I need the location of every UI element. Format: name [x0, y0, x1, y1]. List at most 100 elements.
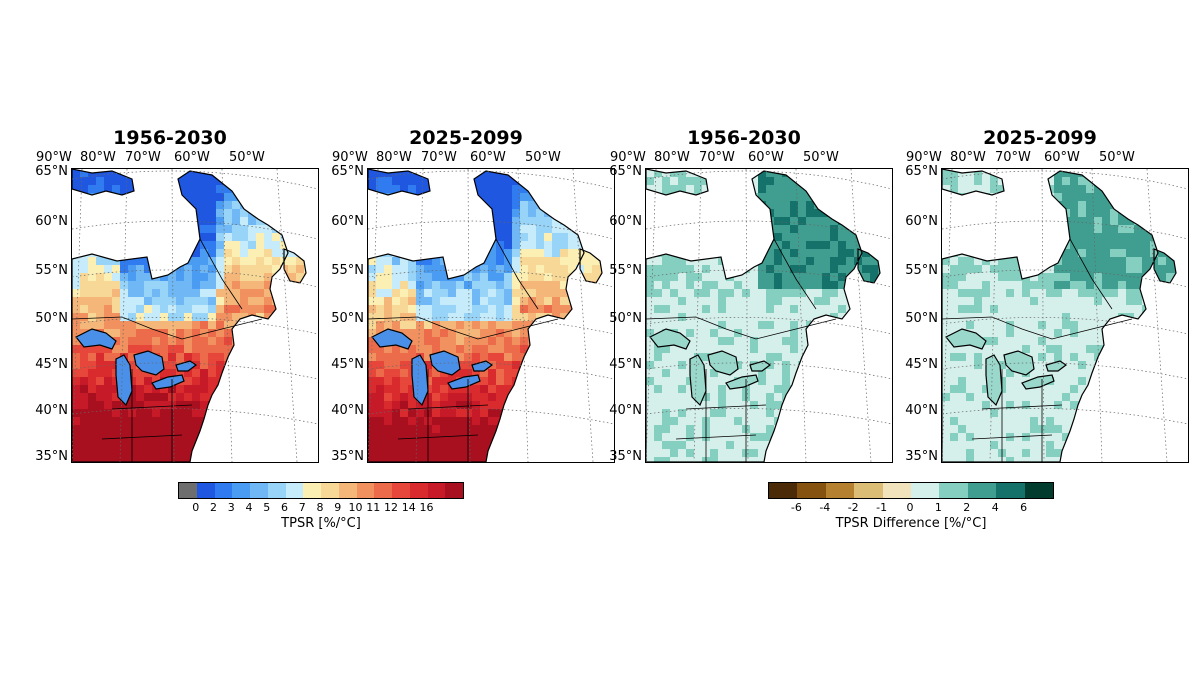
data-cell	[854, 425, 862, 433]
data-cell	[256, 441, 264, 449]
data-cell	[248, 377, 256, 385]
data-cell	[1086, 297, 1094, 305]
data-cell	[878, 313, 880, 321]
data-cell	[296, 217, 304, 225]
data-cell	[480, 337, 488, 345]
data-cell	[774, 289, 782, 297]
data-cell	[814, 225, 822, 233]
data-cell	[248, 297, 256, 305]
data-cell	[552, 337, 560, 345]
data-cell	[838, 433, 846, 441]
data-cell	[160, 457, 168, 462]
data-cell	[472, 345, 480, 353]
data-cell	[870, 361, 878, 369]
data-cell	[958, 401, 966, 409]
data-cell	[200, 193, 208, 201]
data-cell	[264, 361, 272, 369]
data-cell	[504, 361, 512, 369]
lat-label: 50°N	[35, 311, 68, 326]
data-cell	[990, 313, 998, 321]
data-cell	[288, 313, 296, 321]
data-cell	[1150, 241, 1158, 249]
data-cell	[240, 449, 248, 457]
data-cell	[504, 377, 512, 385]
data-cell	[1014, 321, 1022, 329]
data-cell	[448, 345, 456, 353]
data-cell	[790, 425, 798, 433]
data-cell	[176, 337, 184, 345]
data-cell	[72, 185, 80, 193]
data-cell	[464, 233, 472, 241]
data-cell	[184, 305, 192, 313]
data-cell	[1166, 273, 1174, 281]
data-cell	[368, 409, 376, 417]
data-cell	[1182, 209, 1188, 217]
data-cell	[1006, 233, 1014, 241]
data-cell	[112, 217, 120, 225]
data-cell	[432, 281, 440, 289]
data-cell	[1118, 401, 1126, 409]
data-cell	[280, 169, 288, 177]
data-cell	[1174, 441, 1176, 449]
data-cell	[998, 265, 1006, 273]
data-cell	[128, 201, 136, 209]
data-cell	[974, 265, 982, 273]
data-cell	[392, 217, 400, 225]
data-cell	[72, 409, 80, 417]
data-cell	[112, 353, 120, 361]
data-cell	[1110, 241, 1118, 249]
data-cell	[654, 209, 662, 217]
data-cell	[870, 441, 878, 449]
data-cell	[240, 305, 248, 313]
data-cell	[512, 369, 520, 377]
data-cell	[256, 273, 264, 281]
data-cell	[830, 393, 838, 401]
data-cell	[512, 345, 520, 353]
data-cell	[144, 209, 152, 217]
data-cell	[304, 385, 306, 393]
data-cell	[376, 257, 384, 265]
data-cell	[782, 297, 790, 305]
data-cell	[646, 185, 654, 193]
data-cell	[1150, 457, 1158, 462]
data-cell	[1054, 385, 1062, 393]
data-cell	[256, 457, 264, 462]
data-cell	[224, 241, 232, 249]
data-cell	[440, 337, 448, 345]
data-cell	[1038, 345, 1046, 353]
data-cell	[512, 441, 520, 449]
lake-shape	[175, 360, 198, 372]
data-cell	[1166, 297, 1174, 305]
data-cell	[168, 329, 176, 337]
data-cell	[192, 337, 200, 345]
data-cell	[670, 209, 678, 217]
data-cell	[854, 185, 862, 193]
data-cell	[966, 241, 974, 249]
data-cell	[376, 281, 384, 289]
data-cell	[878, 329, 880, 337]
data-cell	[1094, 329, 1102, 337]
data-cell	[448, 209, 456, 217]
data-cell	[1158, 353, 1166, 361]
data-cell	[104, 441, 112, 449]
data-cell	[408, 353, 416, 361]
data-cell	[144, 337, 152, 345]
data-cell	[990, 329, 998, 337]
data-cell	[1102, 169, 1110, 177]
lat-label: 35°N	[609, 449, 642, 464]
data-cell	[1118, 185, 1126, 193]
longitude-labels: 90°W 80°W 70°W 60°W 50°W	[20, 150, 320, 168]
data-cell	[576, 185, 584, 193]
data-cell	[830, 177, 838, 185]
data-cell	[568, 185, 576, 193]
data-cell	[520, 457, 528, 462]
data-cell	[702, 265, 710, 273]
data-cell	[1094, 289, 1102, 297]
data-cell	[128, 361, 136, 369]
data-cell	[838, 265, 846, 273]
data-cell	[710, 273, 718, 281]
data-cell	[654, 457, 662, 462]
data-cell	[520, 225, 528, 233]
data-cell	[512, 393, 520, 401]
data-cell	[1126, 281, 1134, 289]
